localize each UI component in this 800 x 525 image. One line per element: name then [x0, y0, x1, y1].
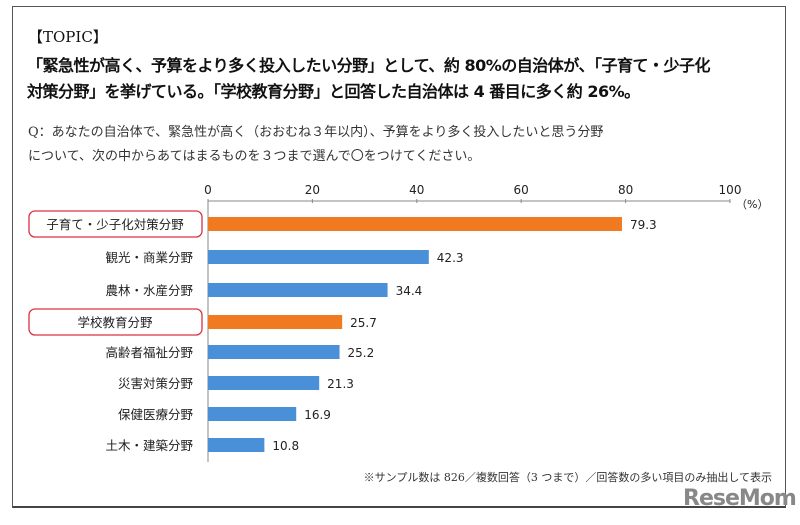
bar	[208, 407, 297, 421]
data-label: 10.8	[272, 439, 299, 453]
tick-label: 60	[514, 183, 529, 197]
data-label: 21.3	[327, 377, 354, 391]
tick-label: 20	[305, 183, 320, 197]
tick-label: 40	[409, 183, 424, 197]
bar	[208, 438, 265, 452]
data-label: 42.3	[437, 251, 464, 265]
category-label: 子育て・少子化対策分野	[46, 217, 184, 232]
category-label: 高齢者福祉分野	[105, 345, 193, 360]
bar	[208, 376, 320, 390]
question-line-1: Q：あなたの自治体で、緊急性が高く（おおむね３年以内）、予算をより多く投入したい…	[28, 125, 604, 140]
topic-label: 【TOPIC】	[28, 28, 108, 46]
tick-label: 0	[204, 183, 212, 197]
category-label: 観光・商業分野	[105, 250, 193, 265]
highlight-box	[28, 308, 203, 336]
data-label: 25.2	[348, 346, 375, 360]
data-label: 25.7	[350, 316, 377, 330]
data-label: 16.9	[304, 408, 331, 422]
question-line-2: について、次の中からあてはまるものを３つまで選んで〇をつけてください。	[28, 149, 481, 164]
tick-label: 80	[618, 183, 633, 197]
bar	[208, 283, 388, 297]
bar	[208, 315, 343, 329]
unit-label: （%）	[736, 198, 768, 211]
tick-label: 100	[719, 183, 742, 197]
category-label: 農林・水産分野	[105, 283, 193, 298]
footnote: ※サンプル数は 826／複数回答（3 つまで）／回答数の多い項目のみ抽出して表示	[363, 471, 772, 484]
chart-frame	[12, 6, 786, 508]
highlight-box	[28, 210, 203, 238]
bar	[208, 250, 429, 264]
bar	[208, 217, 622, 231]
bar	[208, 345, 340, 359]
headline-line-2: 対策分野」を挙げている。「学校教育分野」と回答した自治体は 4 番目に多く約 2…	[27, 82, 640, 101]
resemom-logo: ReseMom	[683, 486, 797, 511]
category-label: 土木・建築分野	[105, 438, 193, 453]
data-label: 34.4	[396, 284, 423, 298]
data-label: 79.3	[630, 218, 657, 232]
headline-line-1: 「緊急性が高く、予算をより多く投入したい分野」として、約 80%の自治体が、「子…	[27, 56, 710, 75]
category-label: 災害対策分野	[118, 376, 194, 391]
category-label: 学校教育分野	[77, 315, 153, 330]
category-label: 保健医療分野	[118, 407, 194, 422]
